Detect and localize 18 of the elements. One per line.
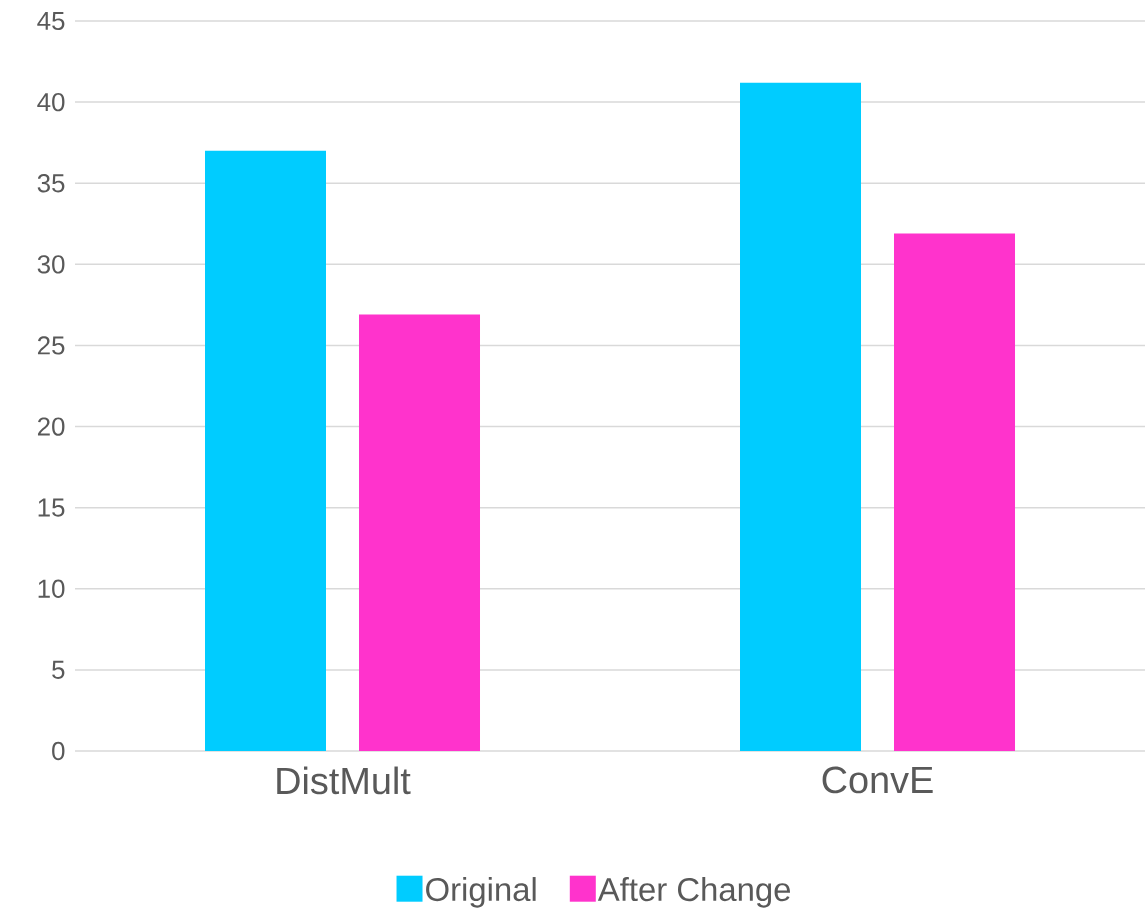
y-tick-label: 0 bbox=[52, 741, 65, 761]
y-tick-label: 5 bbox=[52, 660, 65, 679]
y-tick-label: 15 bbox=[38, 498, 65, 517]
y-tick-label: 10 bbox=[38, 579, 65, 598]
bar bbox=[205, 150, 326, 751]
bar bbox=[359, 314, 480, 751]
bar bbox=[740, 82, 861, 751]
bar bbox=[894, 233, 1016, 751]
y-tick-label: 40 bbox=[37, 92, 65, 112]
x-tick-label: DistMult bbox=[277, 766, 411, 795]
y-tick-label: 25 bbox=[37, 336, 65, 355]
y-tick-label: 35 bbox=[37, 174, 65, 193]
legend-label: Original bbox=[426, 877, 536, 908]
legend-label: After Change bbox=[597, 877, 791, 908]
y-tick-label: 45 bbox=[37, 11, 65, 31]
y-tick-label: 30 bbox=[37, 255, 65, 274]
y-tick-label: 20 bbox=[37, 417, 65, 436]
x-tick-label: ConvE bbox=[822, 766, 933, 794]
